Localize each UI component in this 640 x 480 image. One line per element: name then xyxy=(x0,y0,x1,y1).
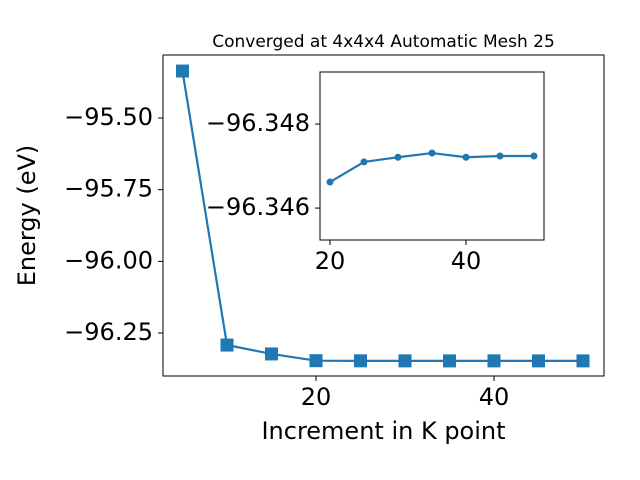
marker xyxy=(496,152,504,160)
marker xyxy=(576,354,590,368)
y-axis-label: Energy (eV) xyxy=(13,145,41,287)
marker xyxy=(175,64,189,78)
marker xyxy=(428,149,436,157)
y-tick-label: −95.50 xyxy=(64,103,153,131)
marker xyxy=(360,158,368,166)
marker xyxy=(530,152,538,160)
marker xyxy=(462,153,470,161)
marker xyxy=(442,354,456,368)
x-axis-label: Increment in K point xyxy=(261,417,505,445)
x-tick-label: 20 xyxy=(301,383,332,411)
chart-title: Converged at 4x4x4 Automatic Mesh 25 xyxy=(212,32,555,52)
x-tick-label: 20 xyxy=(315,247,346,275)
x-tick-label: 40 xyxy=(451,247,482,275)
marker xyxy=(398,354,412,368)
marker xyxy=(487,354,501,368)
marker xyxy=(220,338,234,352)
marker xyxy=(353,354,367,368)
marker xyxy=(531,354,545,368)
y-tick-label: −96.25 xyxy=(64,318,153,346)
marker xyxy=(394,153,402,161)
series-line xyxy=(181,70,583,362)
x-tick-label: 40 xyxy=(479,383,510,411)
y-tick-label: −95.75 xyxy=(64,175,153,203)
axes-frame xyxy=(319,71,545,241)
y-tick-label: −96.348 xyxy=(206,109,310,137)
y-tick-label: −96.346 xyxy=(206,193,310,221)
axes-frame xyxy=(162,54,605,377)
marker xyxy=(326,178,334,186)
y-tick-label: −96.00 xyxy=(64,246,153,274)
marker xyxy=(264,347,278,361)
marker xyxy=(309,354,323,368)
